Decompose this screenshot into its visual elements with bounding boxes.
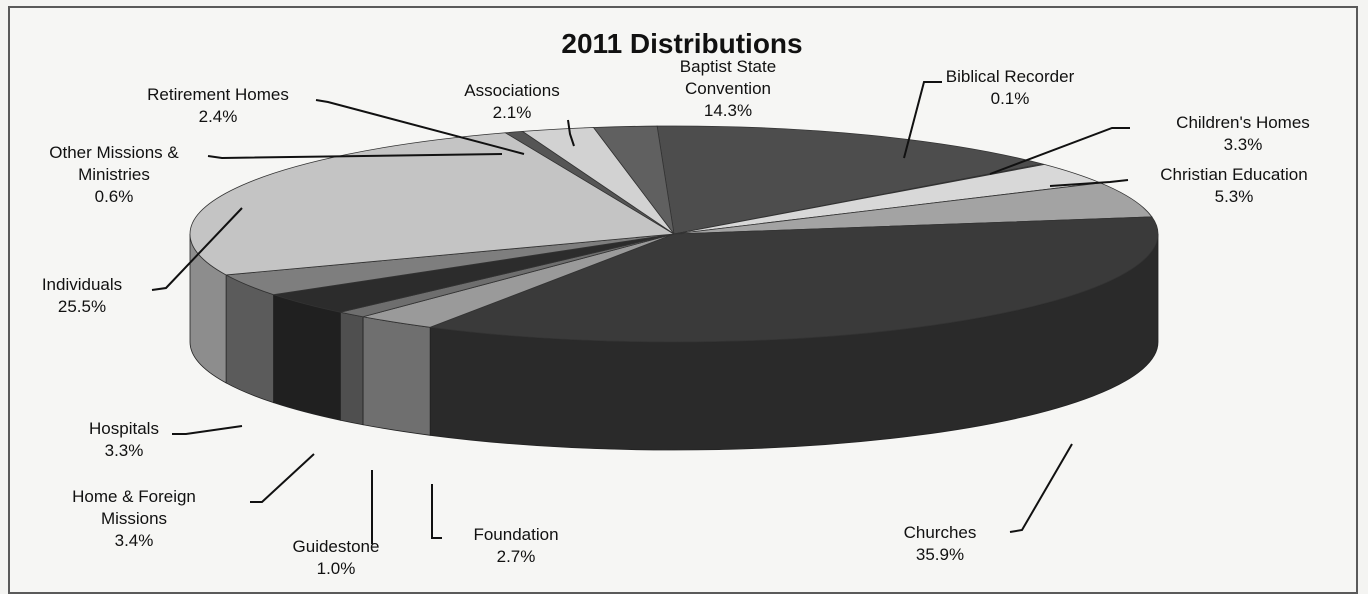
slice-label-home-foreign-missions: Home & Foreign Missions 3.4% — [72, 487, 196, 550]
pie-side-home-foreign-missions — [273, 294, 341, 421]
slice-value-individuals: 25.5% — [58, 297, 106, 316]
slice-value-retirement-homes: 2.4% — [199, 107, 238, 126]
pie-slice-baptist-state-convention — [656, 125, 1043, 235]
slice-label-other-missions-ministries: Other Missions & Ministries 0.6% — [49, 143, 179, 206]
pie-side-foundation — [362, 316, 431, 436]
slice-value-christian-education: 5.3% — [1215, 187, 1254, 206]
slice-value-foundation: 2.7% — [497, 547, 536, 566]
slice-label-baptist-state-convention: Baptist State Convention 14.3% — [680, 57, 776, 120]
pie-side-guidestone — [339, 311, 364, 426]
pie-tops — [189, 125, 1159, 343]
slice-label-individuals: Individuals 25.5% — [42, 275, 122, 316]
slice-value-other-missions-ministries: 0.6% — [95, 187, 134, 206]
leader-line-individuals — [151, 207, 243, 291]
slice-value-guidestone: 1.0% — [317, 559, 356, 578]
slice-label-associations: Associations 2.1% — [464, 81, 559, 122]
slice-label-children-s-homes: Children's Homes 3.3% — [1176, 113, 1310, 154]
slice-label-hospitals: Hospitals 3.3% — [89, 419, 159, 460]
slice-label-foundation: Foundation 2.7% — [473, 525, 558, 566]
pie-slice-christian-education — [673, 182, 1153, 235]
slice-value-home-foreign-missions: 3.4% — [115, 531, 154, 550]
pie-side-hospitals — [225, 274, 274, 404]
chart-frame: 2011 Distributions Baptist State Conventi… — [8, 6, 1358, 594]
slice-label-biblical-recorder: Biblical Recorder 0.1% — [946, 67, 1075, 108]
slice-label-retirement-homes: Retirement Homes 2.4% — [147, 85, 289, 126]
slice-value-churches: 35.9% — [916, 545, 964, 564]
leader-line-foundation — [431, 484, 442, 539]
chart-title: 2011 Distributions — [561, 28, 802, 59]
leader-line-christian-education — [1049, 179, 1129, 187]
slice-label-christian-education: Christian Education 5.3% — [1160, 165, 1307, 206]
leader-line-hospitals — [172, 425, 243, 435]
slice-value-biblical-recorder: 0.1% — [991, 89, 1030, 108]
pie-sides — [189, 233, 1159, 451]
leader-line-churches — [1009, 443, 1073, 533]
leader-line-biblical-recorder — [903, 81, 942, 159]
slice-labels: Baptist State Convention 14.3% Biblical Rec… — [42, 57, 1310, 578]
slice-label-guidestone: Guidestone 1.0% — [293, 537, 380, 578]
leader-line-children-s-homes — [989, 127, 1130, 175]
pie-slice-individuals — [189, 132, 676, 276]
leader-line-home-foreign-missions — [250, 453, 315, 503]
pie-chart: 2011 Distributions Baptist State Conventi… — [42, 28, 1310, 578]
leader-lines — [151, 81, 1130, 544]
pie-slice-associations — [592, 125, 675, 235]
pie-slice-churches — [430, 216, 1159, 343]
slice-value-children-s-homes: 3.3% — [1224, 135, 1263, 154]
leader-line-retirement-homes — [315, 99, 525, 155]
leader-line-other-missions-ministries — [207, 153, 503, 160]
slice-value-baptist-state-convention: 14.3% — [704, 101, 752, 120]
slice-value-associations: 2.1% — [493, 103, 532, 122]
leader-line-associations — [567, 119, 575, 147]
slice-label-churches: Churches 35.9% — [904, 523, 977, 564]
slice-value-hospitals: 3.3% — [105, 441, 144, 460]
